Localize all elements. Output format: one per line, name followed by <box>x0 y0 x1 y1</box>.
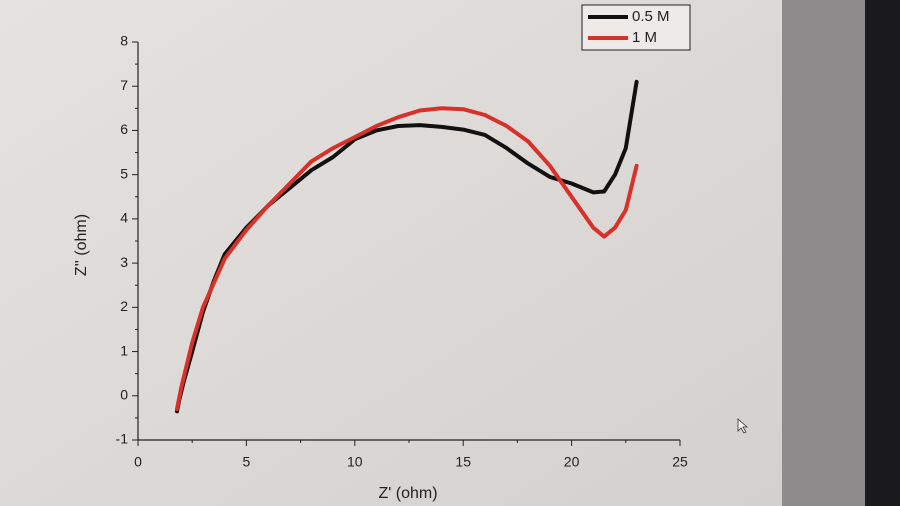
legend-box <box>581 4 691 51</box>
legend-label: 0.5 M <box>632 8 670 25</box>
y-tick-label: 5 <box>120 165 128 181</box>
y-tick-label: 2 <box>120 298 128 314</box>
x-tick-label: 20 <box>564 454 580 470</box>
mouse-cursor <box>737 418 749 434</box>
y-tick-label: 3 <box>120 254 128 270</box>
x-tick-label: 25 <box>672 454 688 470</box>
y-tick-label: 7 <box>120 77 128 93</box>
x-axis-title: Z' (ohm) <box>378 485 437 502</box>
y-tick-label: 8 <box>120 33 128 49</box>
bezel <box>865 0 900 506</box>
x-tick-label: 15 <box>455 454 471 470</box>
y-tick-label: 1 <box>120 342 128 358</box>
y-tick-label: -1 <box>116 431 129 447</box>
window-background <box>0 0 790 506</box>
y-tick-label: 0 <box>120 386 128 402</box>
x-tick-label: 10 <box>347 454 363 470</box>
x-tick-label: 5 <box>243 454 251 470</box>
data-line <box>175 106 639 411</box>
y-axis-title: Z'' (ohm) <box>73 214 90 276</box>
legend-label: 1 M <box>632 29 657 46</box>
x-tick-label: 0 <box>134 454 142 470</box>
y-tick-label: 4 <box>120 210 128 226</box>
y-tick-label: 6 <box>120 121 128 137</box>
screen-edge <box>782 0 867 506</box>
